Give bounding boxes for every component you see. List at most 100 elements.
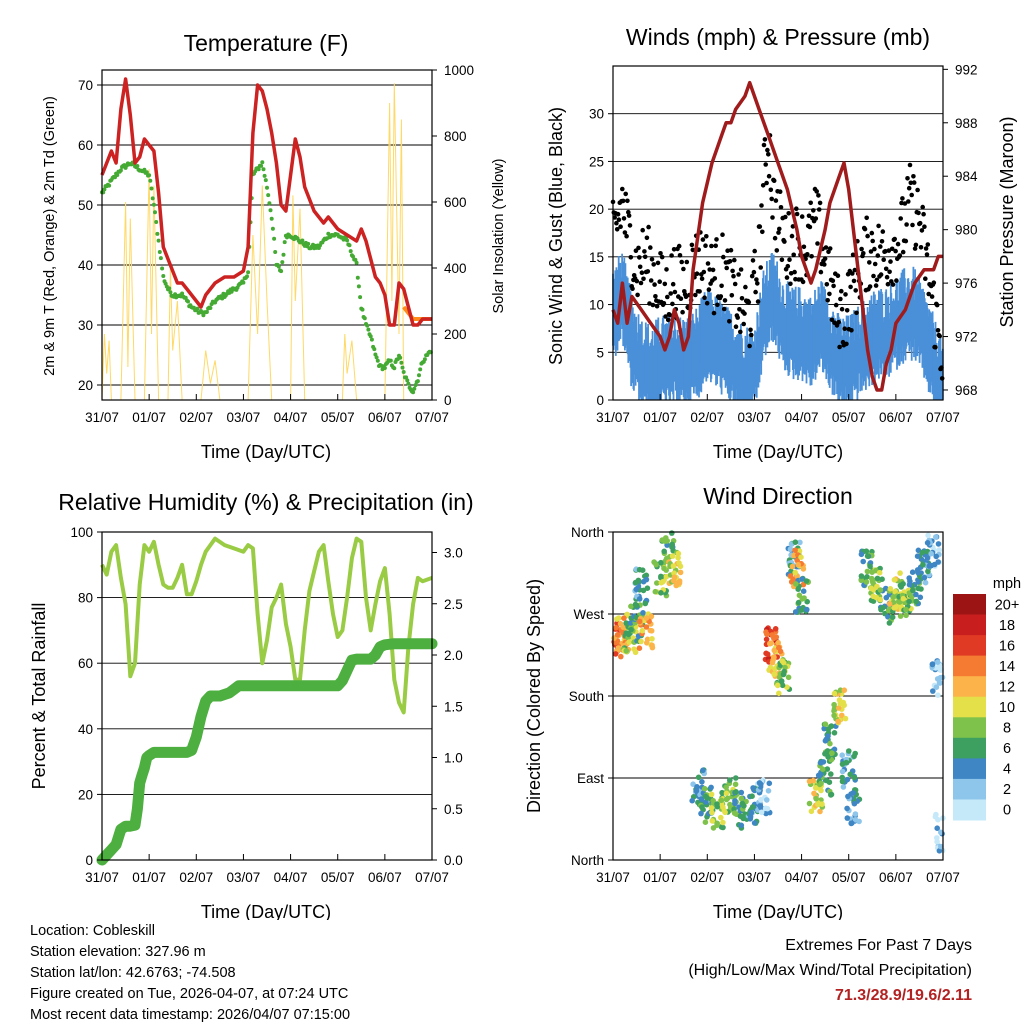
gust-point [644,235,650,241]
direction-point [669,530,675,536]
rh-xtick-label: 01/07 [132,870,166,885]
direction-point [636,645,643,651]
gust-point [702,295,707,301]
dir-ytick-label: East [577,771,604,786]
gust-point [706,287,712,292]
station-info: Location: Cobleskill Station elevation: … [30,921,350,1026]
direction-point [839,768,846,775]
legend-label: 20+ [995,597,1020,613]
dewpoint-point [147,173,152,178]
legend-label: 2 [1003,782,1011,798]
wind-ytick-label: 0 [596,393,604,408]
gust-point [768,187,774,193]
direction-point [660,579,666,585]
direction-point [649,642,655,649]
pressure-y2tick-label: 980 [955,223,978,238]
gust-point [645,269,651,274]
temp-2m-line [100,77,432,327]
direction-point [874,583,880,590]
direction-point [868,585,875,592]
direction-point [676,560,682,566]
gust-point [871,273,876,279]
dewpoint-point [281,252,286,257]
direction-point [818,780,824,787]
dewpoint-point [102,187,107,192]
gust-point [699,276,705,282]
direction-point [708,791,715,798]
direction-point [903,606,909,613]
wind-plot-frame [612,65,944,401]
pressure-y2tick-label: 972 [955,330,978,345]
direction-point [828,723,835,729]
gust-point [750,258,756,263]
precip-y2tick-label: 3.0 [444,546,463,561]
gust-point [789,233,795,239]
temp-xtick-label: 07/07 [415,410,449,425]
gust-point [878,244,883,249]
direction-point [841,687,848,693]
legend-swatch [953,655,986,677]
gust-point [733,324,739,330]
gust-point [684,259,690,265]
dir-xtick-label: 04/07 [785,870,819,885]
direction-y-label: Direction (Colored By Speed) [524,579,544,813]
dewpoint-point [279,269,284,274]
gust-point [794,211,800,217]
gust-point [772,235,778,241]
direction-point [628,626,634,633]
direction-point [897,613,904,619]
gust-point [906,199,911,204]
gust-point [801,244,807,250]
gust-point [808,200,813,206]
gust-point [874,277,880,283]
direction-point [928,562,934,569]
direction-point [771,671,777,677]
pressure-y-label: Station Pressure (Maroon) [997,116,1017,327]
wind-pressure-title: Winds (mph) & Pressure (mb) [626,24,930,50]
dewpoint-point [256,167,261,172]
gust-point [875,253,881,258]
station-location: Location: Cobleskill [30,923,155,939]
direction-point [675,554,681,561]
dewpoint-point [406,381,411,386]
gust-point [873,283,879,288]
direction-point [906,575,912,581]
direction-point [858,551,865,558]
direction-point [822,721,829,727]
direction-point [661,548,667,555]
direction-point [643,572,650,579]
gust-point [748,327,753,333]
pressure-line [611,80,943,392]
wind-y-label: Sonic Wind & Gust (Blue, Black) [546,107,566,365]
gust-point [747,343,752,349]
gust-point [934,302,940,308]
gust-point [627,223,633,228]
direction-point [836,697,843,703]
rh-xtick-label: 06/07 [368,870,402,885]
direction-point [648,613,655,620]
direction-point [831,712,837,719]
extremes-heading: Extremes For Past 7 Days [785,937,972,954]
gust-point [835,273,841,279]
direction-point [636,596,643,602]
gust-point [933,345,938,350]
direction-point [797,539,803,546]
rh-ytick-label: 60 [78,656,93,671]
gust-point [640,227,645,233]
temp-ytick-label: 40 [78,258,93,273]
wind-ytick-label: 30 [589,107,604,122]
gust-point [897,253,903,258]
direction-point [626,639,632,645]
gust-point [939,376,945,381]
gust-point [890,282,896,287]
solar-y2tick-label: 0 [444,393,452,408]
station-latlon: Station lat/lon: 42.6763; -74.508 [30,965,236,981]
direction-point [870,593,877,600]
gust-point [755,281,760,286]
gust-point [759,203,764,208]
direction-point [936,547,942,553]
gust-point [735,315,740,320]
direction-point [669,541,675,548]
direction-point [928,550,934,557]
